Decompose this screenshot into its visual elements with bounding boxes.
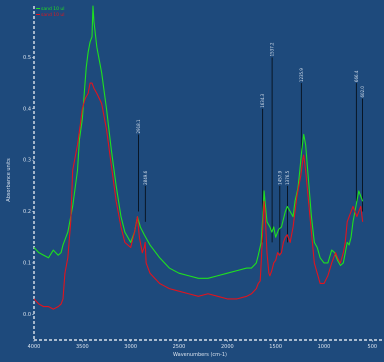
peak-label: 1376.5 — [285, 170, 290, 184]
x-tick-label: 3000 — [124, 344, 137, 350]
x-axis-title: Wavenumbers (cm-1) — [173, 352, 227, 358]
series-line-1 — [33, 82, 364, 310]
y-tick-label: 0.5 — [23, 55, 31, 61]
y-tick-label: 0.1 — [23, 260, 31, 266]
peak-label: 1235.9 — [299, 68, 304, 82]
peak-label: 1537.2 — [270, 42, 275, 56]
y-tick-label: 0.3 — [23, 158, 31, 164]
x-tick-label: 500 — [368, 344, 378, 350]
peak-label: 1457.9 — [277, 170, 282, 184]
annotations-layer: 2918.1 2849.6 1634.3 1537.2 1457.9 1376.5 1235… — [136, 42, 365, 253]
y-axis-title: Absorbance units — [6, 158, 12, 202]
peak-label: 602.0 — [360, 86, 365, 98]
peak-label: 2849.6 — [143, 170, 148, 184]
x-tick-label: 2000 — [221, 344, 234, 350]
series-line-0 — [33, 5, 364, 279]
x-tick-label: 2500 — [173, 344, 186, 350]
peak-label: 2918.1 — [136, 119, 141, 133]
x-tick-label: 4000 — [28, 344, 41, 350]
ticks-layer: 4000 3500 3000 2500 2000 1500 1000 500 0.0 0.1 0.2… — [23, 55, 377, 350]
legend-entry: sand 10 ul — [41, 6, 65, 12]
legend-entry: sand 10 ul — [41, 12, 65, 18]
series-layer — [33, 5, 364, 310]
peak-label: 666.4 — [354, 70, 359, 82]
y-tick-label: 0.4 — [23, 106, 31, 112]
y-tick-label: 0.0 — [23, 312, 31, 318]
peak-label: 1634.3 — [260, 93, 265, 107]
y-tick-label: 0.2 — [23, 209, 31, 215]
x-tick-label: 3500 — [76, 344, 89, 350]
x-tick-label: 1000 — [318, 344, 331, 350]
x-tick-label: 1500 — [269, 344, 282, 350]
